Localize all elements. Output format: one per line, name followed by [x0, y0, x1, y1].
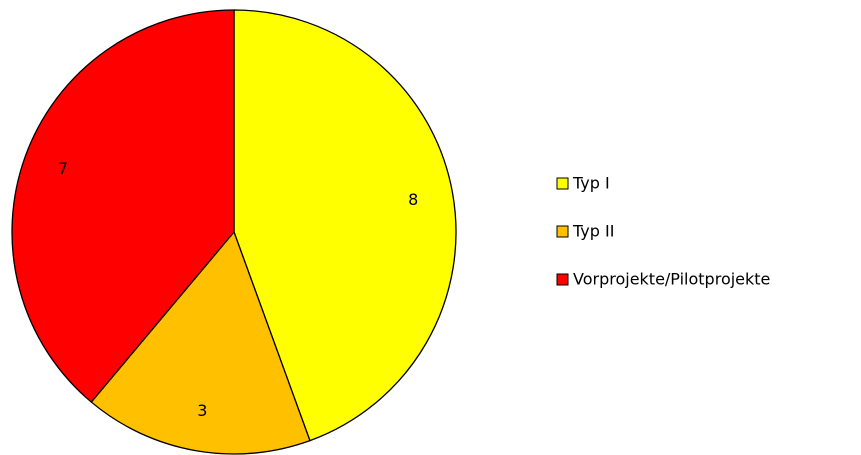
data-label: 3 — [197, 401, 207, 420]
pie-slice — [90, 230, 311, 455]
data-label: 8 — [408, 190, 418, 209]
legend-label: Vorprojekte/Pilotprojekte — [573, 270, 770, 289]
legend-swatch — [556, 225, 569, 238]
pie-slice — [11, 9, 235, 403]
pie-slice — [233, 9, 457, 442]
data-label: 7 — [58, 159, 68, 178]
legend-label: Typ I — [572, 174, 610, 193]
legend-swatch — [556, 177, 569, 190]
legend-label: Typ II — [572, 222, 614, 241]
legend-swatch — [556, 273, 569, 286]
